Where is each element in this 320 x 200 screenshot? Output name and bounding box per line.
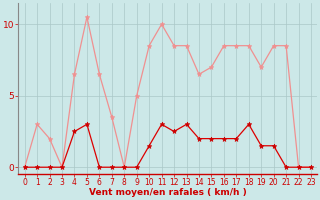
X-axis label: Vent moyen/en rafales ( km/h ): Vent moyen/en rafales ( km/h ) [89,188,247,197]
